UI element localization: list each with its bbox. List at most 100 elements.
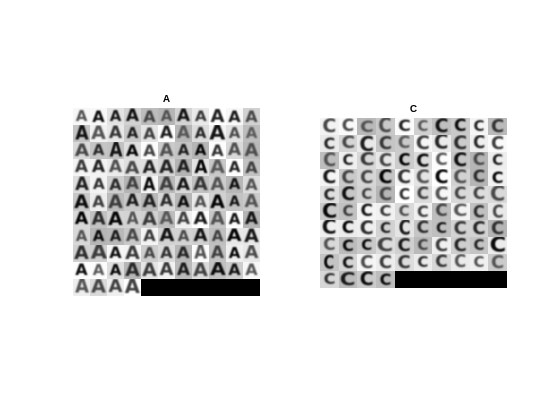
thumbnail-glyph: A [176, 108, 191, 126]
thumbnail-cell: A [158, 176, 175, 194]
thumbnail-cell: C [488, 118, 507, 135]
thumbnail-cell: C [394, 152, 414, 169]
thumbnail-glyph: C [472, 186, 486, 203]
thumbnail-glyph: A [92, 193, 105, 211]
thumbnail-glyph: A [91, 125, 106, 143]
thumbnail-glyph: C [473, 203, 485, 220]
thumbnail-glyph: C [378, 254, 393, 271]
thumbnail-cell: A [192, 142, 209, 160]
thumbnail-cell: C [488, 254, 507, 271]
thumbnail-glyph: C [434, 118, 449, 135]
thumbnail-glyph: C [323, 254, 335, 271]
thumbnail-glyph: A [194, 193, 207, 211]
thumbnail-glyph: A [125, 261, 140, 279]
thumbnail-glyph: C [397, 135, 411, 152]
thumbnail-cell: A [192, 193, 209, 211]
thumbnail-glyph: A [228, 159, 241, 177]
thumbnail-cell: A [107, 159, 124, 177]
thumbnail-glyph: C [340, 271, 356, 288]
thumbnail-glyph: C [398, 220, 411, 237]
thumbnail-glyph: A [211, 142, 224, 160]
thumbnail-glyph: C [416, 203, 429, 220]
thumbnail-glyph: A [75, 261, 88, 279]
thumbnail-glyph: A [245, 261, 258, 279]
thumbnail-cell: C [320, 169, 339, 186]
thumbnail-cell: C [320, 254, 339, 271]
thumbnail-cell: A [158, 125, 175, 143]
thumbnail-cell: C [376, 237, 395, 254]
thumbnail-glyph: C [360, 203, 373, 220]
thumbnail-glyph: C [397, 169, 412, 186]
blank-cell [192, 278, 209, 296]
thumbnail-cell: C [338, 271, 358, 288]
thumbnail-glyph: A [74, 125, 89, 143]
thumbnail-glyph: C [472, 152, 486, 169]
thumbnail-cell: A [124, 210, 141, 228]
thumbnail-glyph: A [108, 193, 123, 211]
thumbnail-glyph: A [142, 193, 157, 211]
thumbnail-glyph: A [245, 159, 258, 177]
thumbnail-cell: C [469, 152, 489, 169]
thumbnail-glyph: C [398, 186, 410, 203]
thumbnail-glyph: A [209, 261, 226, 279]
thumbnail-glyph: A [159, 159, 174, 177]
thumbnail-cell: A [124, 125, 141, 143]
blank-cell [158, 278, 175, 296]
thumbnail-glyph: A [193, 176, 208, 194]
thumbnail-cell: A [209, 159, 226, 177]
thumbnail-cell: A [243, 142, 260, 160]
thumbnail-cell: A [90, 176, 107, 194]
thumbnail-cell: A [141, 125, 158, 143]
thumbnail-glyph: C [453, 237, 467, 254]
thumbnail-cell: C [338, 186, 358, 203]
thumbnail-glyph: A [160, 108, 173, 126]
blank-cell [141, 278, 158, 296]
thumbnail-glyph: A [126, 142, 139, 160]
thumbnail-cell: A [141, 108, 158, 126]
thumbnail-cell: C [394, 237, 414, 254]
thumbnail-cell: A [73, 108, 90, 126]
thumbnail-cell: C [450, 220, 470, 237]
thumbnail-cell: A [175, 244, 192, 262]
thumbnail-cell: C [432, 220, 451, 237]
thumbnail-cell: C [469, 186, 489, 203]
thumbnail-cell: C [394, 169, 414, 186]
thumbnail-cell: A [73, 193, 90, 211]
thumbnail-glyph: A [244, 244, 259, 262]
thumbnail-glyph: C [342, 152, 354, 169]
thumbnail-glyph: A [159, 125, 174, 143]
thumbnail-cell: A [73, 159, 90, 177]
thumbnail-cell: A [226, 210, 243, 228]
thumbnail-cell: C [320, 271, 339, 288]
thumbnail-cell: A [226, 261, 243, 279]
thumbnail-cell: A [226, 142, 243, 160]
thumbnail-cell: C [376, 271, 395, 288]
thumbnail-glyph: A [108, 125, 123, 143]
thumbnail-cell: A [90, 261, 107, 279]
thumbnail-glyph: A [92, 227, 105, 245]
thumbnail-glyph: A [159, 227, 174, 245]
thumbnail-glyph: A [74, 278, 89, 296]
thumbnail-cell: A [158, 244, 175, 262]
thumbnail-glyph: C [342, 203, 354, 220]
thumbnail-cell: A [90, 108, 107, 126]
thumbnail-glyph: A [92, 108, 105, 126]
thumbnail-cell: C [413, 203, 433, 220]
thumbnail-glyph: C [397, 118, 411, 135]
thumbnail-cell: A [73, 261, 90, 279]
thumbnail-glyph: C [434, 186, 449, 203]
thumbnail-glyph: A [194, 244, 207, 262]
thumbnail-cell: C [469, 169, 489, 186]
thumbnail-glyph: C [491, 220, 505, 237]
thumbnail-cell: A [192, 108, 209, 126]
thumbnail-glyph: A [210, 244, 225, 262]
thumbnail-glyph: A [91, 159, 106, 177]
thumbnail-cell: A [107, 125, 124, 143]
thumbnail-cell: A [209, 108, 226, 126]
thumbnail-glyph: A [125, 176, 140, 194]
thumbnail-glyph: A [245, 108, 258, 126]
thumbnail-glyph: C [342, 237, 354, 254]
thumbnail-glyph: C [341, 169, 355, 186]
